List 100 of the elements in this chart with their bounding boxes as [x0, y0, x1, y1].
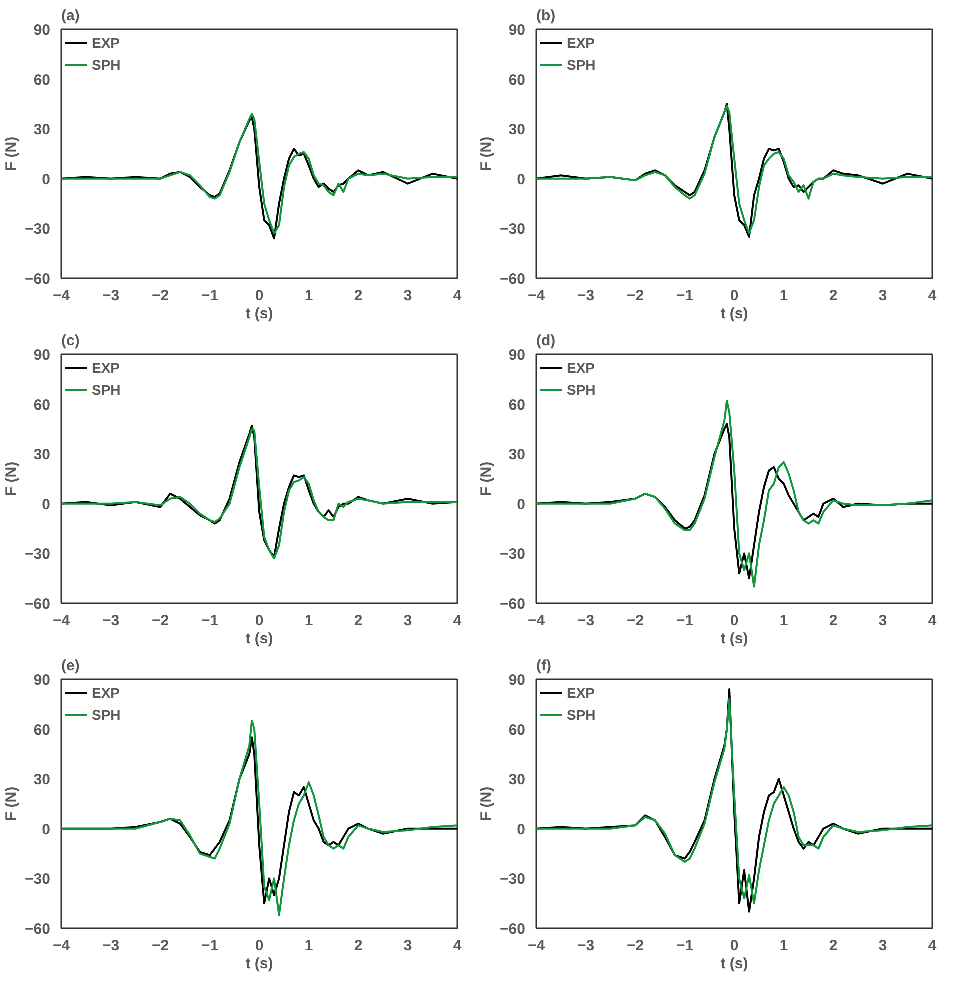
- x-tick-label: 4: [453, 288, 462, 304]
- x-tick-label: −4: [528, 288, 546, 304]
- x-tick-label: 0: [730, 612, 739, 630]
- legend-label: EXP: [92, 35, 120, 51]
- y-tick-label: 60: [508, 72, 526, 89]
- y-tick-label: −30: [500, 221, 526, 238]
- chart-title: (f): [536, 658, 552, 674]
- y-tick-label: 90: [34, 22, 51, 39]
- x-axis-title: t (s): [246, 630, 274, 648]
- x-tick-label: 3: [404, 938, 412, 954]
- x-tick-label: −3: [577, 288, 595, 304]
- x-tick-label: −1: [676, 288, 694, 304]
- x-tick-label: −4: [52, 288, 71, 304]
- y-axis-title: F (N): [3, 136, 20, 172]
- x-tick-label: 3: [404, 612, 412, 630]
- y-tick-label: −30: [500, 546, 526, 564]
- y-tick-label: 60: [508, 396, 526, 414]
- y-tick-label: −60: [25, 596, 51, 613]
- x-tick-label: −2: [152, 938, 170, 954]
- legend-label: SPH: [567, 382, 596, 398]
- legend-label: SPH: [92, 57, 121, 73]
- x-tick-label: 2: [354, 938, 363, 954]
- y-tick-label: 60: [34, 722, 51, 739]
- y-tick-label: 0: [42, 821, 50, 838]
- legend-label: SPH: [567, 57, 596, 73]
- y-axis-title: F (N): [478, 786, 496, 822]
- x-tick-label: −1: [676, 938, 694, 954]
- y-tick-label: 30: [508, 772, 526, 789]
- y-tick-label: 60: [34, 396, 51, 414]
- y-tick-label: 0: [517, 496, 526, 514]
- x-tick-label: 2: [829, 938, 838, 954]
- chart-title: (b): [536, 8, 556, 24]
- x-tick-label: −3: [577, 938, 595, 954]
- x-tick-label: 3: [878, 288, 888, 304]
- y-tick-label: −60: [500, 596, 526, 613]
- x-tick-label: 4: [928, 612, 938, 630]
- x-tick-label: 4: [453, 612, 462, 630]
- x-tick-label: −2: [626, 612, 644, 630]
- x-tick-label: −2: [626, 288, 644, 304]
- x-tick-label: −2: [152, 288, 170, 304]
- x-tick-label: 0: [730, 938, 739, 954]
- y-tick-label: −30: [25, 221, 51, 238]
- y-tick-label: −60: [500, 921, 526, 938]
- y-axis-title: F (N): [3, 786, 20, 822]
- legend-label: EXP: [92, 360, 120, 376]
- x-tick-label: 1: [304, 612, 314, 630]
- y-tick-label: 30: [34, 446, 51, 464]
- x-tick-label: −2: [152, 612, 170, 630]
- chart-title: (a): [62, 8, 80, 24]
- x-tick-label: −3: [102, 938, 120, 954]
- x-tick-label: 0: [255, 938, 264, 954]
- y-tick-label: 0: [42, 496, 50, 514]
- chart-title: (e): [62, 658, 80, 674]
- x-tick-label: −1: [676, 612, 694, 630]
- x-axis-title: t (s): [720, 630, 748, 648]
- x-axis-title: t (s): [246, 306, 274, 322]
- y-axis-title: F (N): [3, 462, 20, 496]
- y-tick-label: 90: [508, 347, 526, 364]
- x-tick-label: 1: [780, 612, 788, 630]
- y-tick-label: 30: [508, 446, 526, 464]
- y-tick-label: 0: [517, 821, 526, 838]
- x-tick-label: −4: [528, 612, 546, 630]
- y-tick-label: −30: [25, 871, 51, 888]
- legend-label: SPH: [567, 707, 596, 723]
- x-tick-label: −3: [577, 612, 595, 630]
- x-tick-label: 1: [780, 288, 788, 304]
- x-tick-label: 1: [304, 938, 314, 954]
- x-tick-label: 2: [354, 612, 363, 630]
- x-tick-label: −1: [201, 288, 219, 304]
- y-tick-label: 90: [34, 672, 51, 689]
- x-tick-label: 2: [829, 288, 838, 304]
- chart-title: (c): [62, 332, 80, 350]
- y-tick-label: 30: [34, 772, 51, 789]
- y-tick-label: 0: [517, 171, 526, 188]
- y-tick-label: 30: [508, 122, 526, 139]
- x-tick-label: 4: [928, 938, 938, 954]
- x-tick-label: −1: [201, 938, 219, 954]
- chart-title: (d): [536, 332, 556, 350]
- y-tick-label: −30: [500, 871, 526, 888]
- x-tick-label: −2: [626, 938, 644, 954]
- x-tick-label: 1: [304, 288, 314, 304]
- legend-label: EXP: [92, 685, 120, 701]
- x-tick-label: −4: [52, 612, 71, 630]
- x-axis-title: t (s): [720, 956, 748, 972]
- x-tick-label: 1: [780, 938, 788, 954]
- x-tick-label: 4: [453, 938, 462, 954]
- y-tick-label: 0: [42, 171, 50, 188]
- y-tick-label: −60: [500, 271, 526, 288]
- x-tick-label: 2: [829, 612, 838, 630]
- y-axis-title: F (N): [478, 136, 496, 172]
- y-tick-label: 30: [34, 122, 51, 139]
- x-tick-label: 2: [354, 288, 363, 304]
- legend-label: SPH: [92, 707, 121, 723]
- y-axis-title: F (N): [478, 462, 496, 496]
- y-tick-label: 60: [508, 722, 526, 739]
- legend-label: EXP: [567, 360, 596, 376]
- legend-label: EXP: [567, 35, 596, 51]
- legend-label: EXP: [567, 685, 596, 701]
- x-tick-label: −4: [528, 938, 546, 954]
- x-tick-label: −1: [201, 612, 219, 630]
